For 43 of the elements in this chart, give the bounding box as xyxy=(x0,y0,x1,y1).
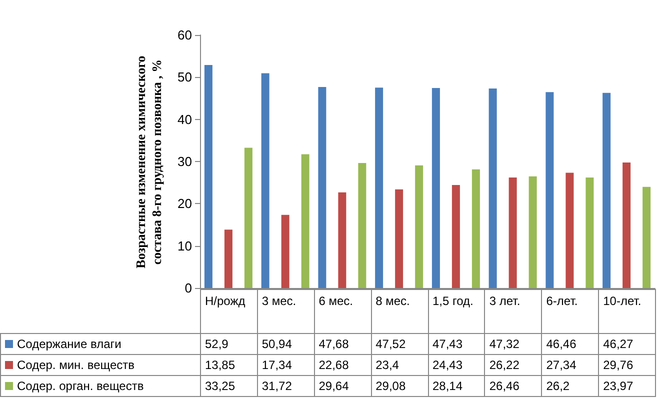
data-label: 50,94 xyxy=(257,334,314,354)
x-tick-label: 8 мес. xyxy=(371,290,428,334)
y-tick-label: 50 xyxy=(178,70,192,85)
legend-label: Содер. орган. веществ xyxy=(0,376,200,396)
data-label: 46,27 xyxy=(598,334,656,354)
data-label: 29,08 xyxy=(371,376,428,396)
data-label: 26,2 xyxy=(542,376,599,396)
data-label: 47,52 xyxy=(371,334,428,354)
data-label: 33,25 xyxy=(200,376,258,396)
data-label: 52,9 xyxy=(200,334,258,354)
x-tick-label: 3 лет. xyxy=(484,290,542,334)
data-label: 26,22 xyxy=(484,354,542,376)
data-label: 47,32 xyxy=(484,334,542,354)
data-label: 28,14 xyxy=(428,376,485,396)
y-axis-title: Возрастные изменение химического состава 8-го грудного позвонка , % xyxy=(133,54,165,270)
data-label: 46,46 xyxy=(542,334,599,354)
x-tick-label: Н/рожд xyxy=(200,290,258,334)
data-label: 31,72 xyxy=(257,376,314,396)
data-label: 23,97 xyxy=(598,376,656,396)
data-label: 29,76 xyxy=(598,354,656,376)
legend-label: Содержание влаги xyxy=(0,334,200,354)
x-tick-label: 3 мес. xyxy=(257,290,314,334)
x-tick-label: 6 мес. xyxy=(314,290,372,334)
y-tick-label: 10 xyxy=(178,238,192,254)
y-tick-label: 30 xyxy=(178,154,192,169)
legend-label: Содер. мин. веществ xyxy=(0,354,200,376)
x-tick-label: 1,5 год. xyxy=(428,290,485,334)
data-label: 47,43 xyxy=(428,334,485,354)
x-tick-label: 6-лет. xyxy=(542,290,599,334)
data-label: 23,4 xyxy=(371,354,428,376)
data-label: 17,34 xyxy=(257,354,314,376)
data-label: 13,85 xyxy=(200,354,258,376)
y-tick-label: 60 xyxy=(178,28,192,42)
data-label: 24,43 xyxy=(428,354,485,376)
y-tick-label: 40 xyxy=(178,112,192,127)
x-tick-label: 10-лет. xyxy=(598,290,656,334)
y-tick-label: 20 xyxy=(178,196,192,212)
data-label: 29,64 xyxy=(314,376,372,396)
data-label: 27,34 xyxy=(542,354,599,376)
y-tick-label: 0 xyxy=(184,280,192,296)
data-label: 26,46 xyxy=(484,376,542,396)
data-label: 47,68 xyxy=(314,334,372,354)
data-label: 22,68 xyxy=(314,354,372,376)
